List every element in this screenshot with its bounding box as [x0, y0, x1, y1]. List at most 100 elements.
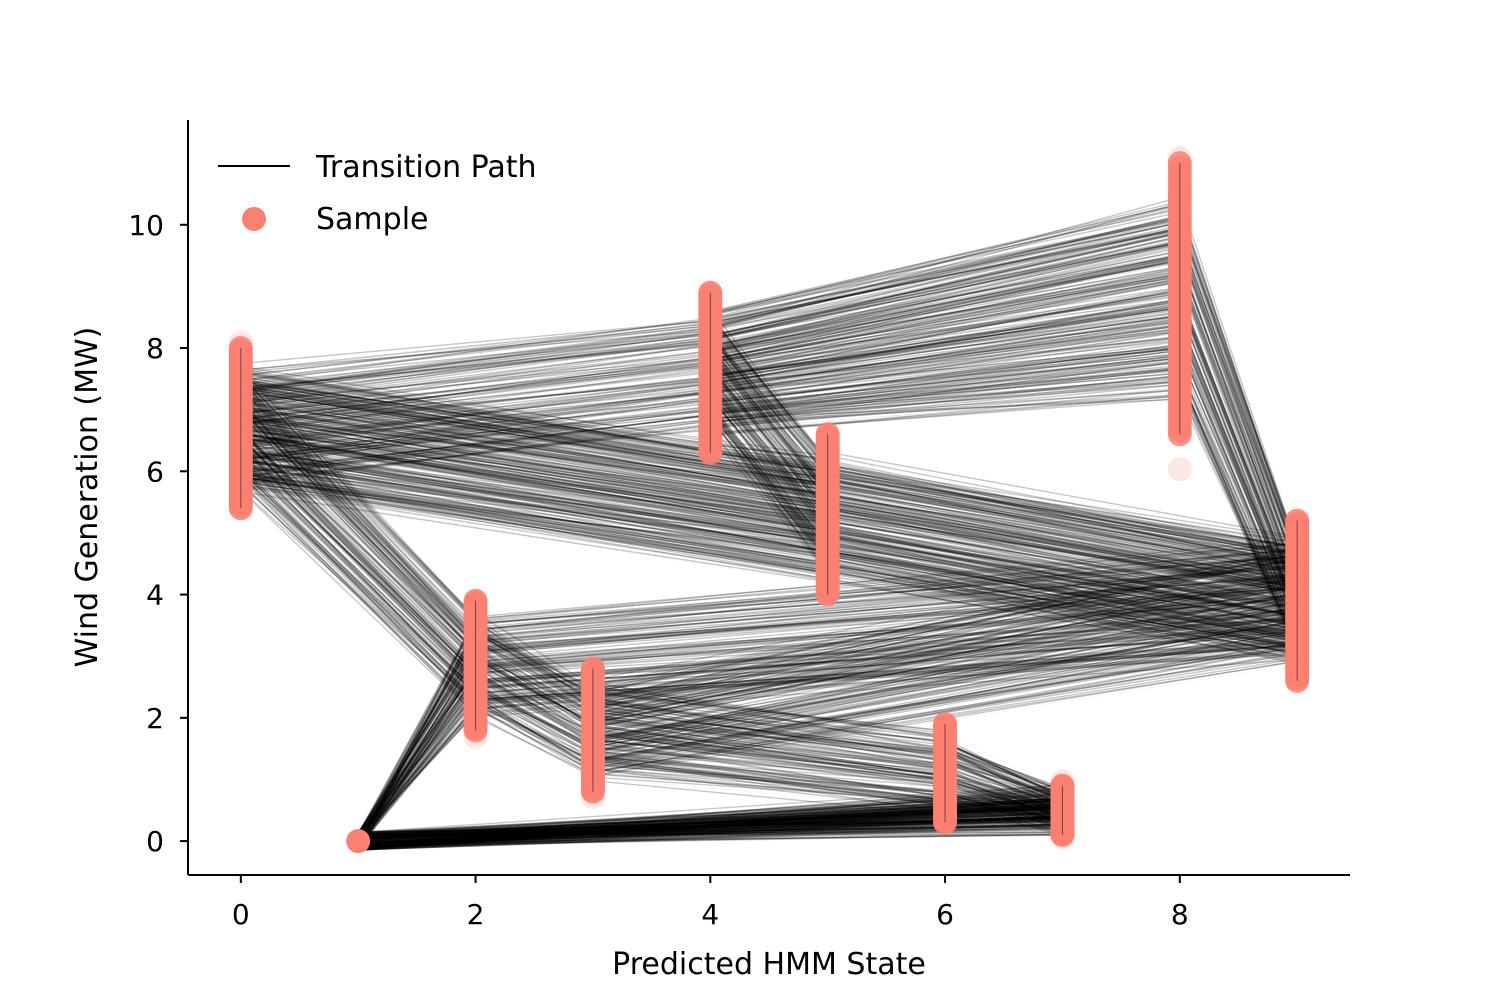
path-line	[240, 343, 711, 410]
path-line	[945, 791, 1063, 819]
path-line	[1179, 292, 1298, 598]
path-line	[710, 217, 1180, 315]
path-line	[592, 609, 1298, 740]
path-line	[240, 403, 828, 485]
path-line	[827, 472, 1298, 564]
path-line	[240, 436, 828, 521]
path-line	[944, 793, 1063, 828]
path-line	[357, 692, 477, 846]
path-line	[710, 214, 1180, 328]
path-line	[475, 653, 594, 727]
path-line	[944, 766, 1063, 808]
path-line	[240, 489, 1298, 660]
path-line	[357, 652, 476, 836]
path-line	[710, 346, 1180, 404]
path-line	[709, 418, 829, 560]
path-line	[710, 370, 1180, 424]
path-line	[709, 405, 829, 545]
path-line	[592, 714, 946, 753]
path-line	[240, 378, 1298, 559]
path-line	[240, 433, 828, 520]
path-line	[709, 316, 829, 462]
path-line	[475, 614, 1298, 674]
path-line	[592, 776, 946, 802]
path-line	[592, 540, 1298, 681]
path-line	[240, 373, 828, 472]
path-line	[475, 636, 594, 711]
path-line	[710, 205, 1180, 312]
path-line	[475, 617, 1298, 695]
path-line	[240, 438, 1298, 609]
path-line	[240, 434, 828, 524]
path-line	[945, 781, 1063, 814]
path-line	[475, 591, 1298, 654]
path-line	[1179, 259, 1298, 574]
path-line	[710, 361, 1180, 411]
path-line	[240, 342, 711, 389]
path-line	[944, 799, 1063, 819]
path-line	[475, 549, 1298, 620]
path-line	[357, 617, 477, 847]
path-line	[592, 594, 1298, 723]
path-line	[592, 557, 1298, 708]
path-line	[592, 547, 1298, 696]
path-line	[1179, 210, 1298, 551]
path-line	[240, 370, 1298, 554]
path-line	[1179, 259, 1298, 586]
path-line	[240, 406, 711, 466]
path-line	[827, 547, 1298, 626]
path-line	[710, 335, 1180, 399]
path-line	[240, 407, 1298, 586]
path-line	[592, 645, 1298, 774]
path-line	[240, 390, 477, 640]
path-line	[240, 396, 1298, 574]
path-line	[240, 419, 711, 476]
path-line	[827, 477, 1298, 577]
path-line	[475, 689, 594, 750]
path-line	[1179, 226, 1298, 549]
path-line	[592, 768, 946, 794]
path-line	[592, 625, 1298, 739]
path-line	[592, 553, 1298, 707]
path-line	[240, 469, 477, 700]
path-line	[475, 665, 594, 745]
path-line	[710, 307, 1180, 369]
path-line	[475, 671, 594, 740]
path-line	[710, 255, 1180, 339]
path-line	[827, 455, 1298, 549]
path-line	[592, 633, 1298, 764]
path-line	[240, 431, 828, 516]
path-line	[944, 795, 1063, 830]
path-line	[592, 630, 1298, 753]
path-line	[592, 633, 1298, 763]
path-line	[475, 587, 1298, 653]
path-line	[1179, 324, 1298, 611]
path-line	[240, 368, 711, 436]
path-line	[240, 458, 477, 693]
path-line	[827, 540, 1298, 642]
path-line	[710, 361, 828, 503]
path-line	[592, 711, 946, 751]
path-line	[240, 332, 711, 382]
path-line	[710, 304, 1180, 364]
path-line	[710, 218, 1180, 321]
path-line	[945, 803, 1063, 819]
path-line	[710, 256, 1180, 358]
path-line	[944, 762, 1063, 797]
path-line	[944, 752, 1063, 812]
path-line	[944, 794, 1063, 821]
path-line	[240, 383, 711, 446]
path-line	[1179, 308, 1298, 612]
path-line	[827, 528, 1298, 621]
path-line	[710, 320, 1180, 375]
path-line	[240, 470, 828, 561]
path-line	[475, 700, 594, 770]
path-line	[240, 338, 711, 391]
path-line	[592, 649, 1298, 765]
path-line	[592, 553, 1298, 694]
path-line	[1179, 295, 1298, 597]
path-line	[240, 409, 477, 648]
path-line	[827, 464, 1298, 567]
path-line	[357, 636, 476, 833]
